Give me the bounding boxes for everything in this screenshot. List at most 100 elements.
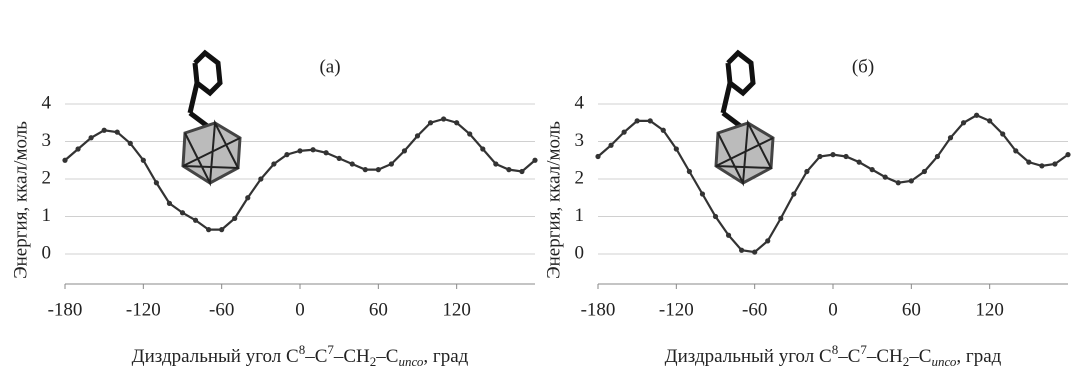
molecule-illustration	[183, 53, 240, 183]
data-point	[206, 227, 211, 232]
x-label-part: Диздральный угол C	[132, 346, 299, 367]
data-point	[765, 238, 770, 243]
data-line	[598, 115, 1068, 252]
data-point	[961, 120, 966, 125]
data-point	[519, 169, 524, 174]
data-point	[830, 152, 835, 157]
data-point	[219, 227, 224, 232]
x-tick-label: -180	[48, 299, 83, 320]
y-tick-label: 0	[575, 242, 585, 263]
data-point	[739, 248, 744, 253]
data-point	[648, 118, 653, 123]
data-point	[89, 135, 94, 140]
bond	[190, 83, 197, 113]
data-point	[180, 210, 185, 215]
x-tick-label: 120	[442, 299, 471, 320]
data-point	[791, 191, 796, 196]
x-tick-label: 0	[295, 299, 305, 320]
x-label-part: ипсо	[931, 354, 956, 369]
data-point	[687, 169, 692, 174]
molecule-illustration	[716, 53, 773, 183]
y-tick-label: 3	[575, 130, 585, 151]
x-axis-label: Диздральный угол C8–C7–CH2–Cипсо, град	[132, 342, 469, 369]
data-point	[441, 116, 446, 121]
data-point	[622, 130, 627, 135]
x-label-part: –C	[375, 346, 398, 367]
x-tick-label: 120	[975, 299, 1004, 320]
x-tick-label: -120	[659, 299, 694, 320]
figure: 0 1 2 3 4 -180 -120 -60 0 60 120 Энергия, ккал/моль…	[0, 0, 1072, 376]
data-point	[948, 135, 953, 140]
data-point	[310, 147, 315, 152]
data-point	[102, 128, 107, 133]
data-point	[817, 154, 822, 159]
data-point	[245, 195, 250, 200]
data-point	[870, 167, 875, 172]
data-point	[167, 201, 172, 206]
data-point	[493, 161, 498, 166]
y-tick-label: 4	[575, 92, 585, 113]
y-axis-label: Энергия, ккал/моль	[10, 121, 31, 279]
y-tick-label: 0	[42, 242, 52, 263]
data-point	[674, 146, 679, 151]
data-point	[376, 167, 381, 172]
data-point	[1026, 160, 1031, 165]
data-point	[1000, 131, 1005, 136]
chart-panel: 0 1 2 3 4 -180 -120 -60 0 60 120 Энергия, ккал/моль…	[543, 53, 1070, 369]
y-axis-label: Энергия, ккал/моль	[543, 121, 564, 279]
data-point	[154, 180, 159, 185]
x-tick-label: -180	[581, 299, 616, 320]
x-tick-label: 60	[902, 299, 921, 320]
data-point	[857, 160, 862, 165]
data-point	[350, 161, 355, 166]
data-point	[141, 158, 146, 163]
x-label-part: –C	[908, 346, 931, 367]
x-tick-label: -60	[742, 299, 767, 320]
x-tick-label: -120	[126, 299, 161, 320]
data-point	[62, 158, 67, 163]
panel-title: (б)	[852, 56, 874, 77]
x-label-part: Диздральный угол C	[665, 346, 832, 367]
y-tick-label: 1	[575, 205, 585, 226]
data-point	[922, 169, 927, 174]
panel-title: (а)	[319, 56, 340, 77]
data-point	[778, 216, 783, 221]
data-point	[974, 113, 979, 118]
x-tick-label: 60	[369, 299, 388, 320]
x-axis-label: Диздральный угол C8–C7–CH2–Cипсо, град	[665, 342, 1002, 369]
data-point	[284, 152, 289, 157]
data-point	[635, 118, 640, 123]
data-point	[726, 233, 731, 238]
data-point	[75, 146, 80, 151]
data-point	[752, 250, 757, 255]
data-point	[595, 154, 600, 159]
data-point	[193, 218, 198, 223]
x-label-part: –C	[304, 346, 327, 367]
data-point	[843, 154, 848, 159]
phenyl-ring	[728, 53, 753, 93]
x-tick-label: -60	[209, 299, 234, 320]
data-point	[297, 148, 302, 153]
data-point	[128, 141, 133, 146]
phenyl-ring	[195, 53, 220, 93]
data-point	[700, 191, 705, 196]
data-point	[1039, 163, 1044, 168]
data-point	[804, 169, 809, 174]
bond	[723, 83, 730, 113]
y-tick-label: 1	[42, 205, 52, 226]
x-label-part: –CH	[333, 346, 370, 367]
data-line	[65, 119, 535, 230]
data-point	[115, 130, 120, 135]
data-point	[402, 148, 407, 153]
data-point	[324, 150, 329, 155]
data-point	[713, 214, 718, 219]
y-tick-label: 2	[575, 167, 585, 188]
x-tick-label: 0	[828, 299, 838, 320]
data-point	[987, 118, 992, 123]
data-point	[480, 146, 485, 151]
data-point	[428, 120, 433, 125]
data-point	[608, 143, 613, 148]
data-point	[1052, 161, 1057, 166]
data-point	[883, 175, 888, 180]
